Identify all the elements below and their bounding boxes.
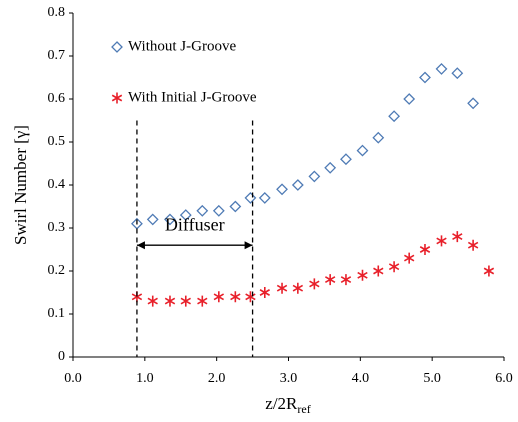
asterisk-point [245, 291, 256, 303]
diamond-point [244, 191, 257, 204]
diamond-point [146, 213, 159, 226]
x-tick-label: 5.0 [423, 371, 441, 386]
legend-marker [111, 92, 123, 104]
asterisk-point [373, 265, 384, 277]
x-tick-label: 3.0 [280, 371, 298, 386]
asterisk-point [403, 252, 415, 264]
y-tick-label: 0.4 [48, 177, 66, 192]
x-tick-label: 6.0 [495, 371, 513, 386]
diamond-point [229, 200, 242, 213]
y-tick-label: 0 [58, 349, 65, 364]
asterisk-point [147, 295, 158, 307]
asterisk-point [230, 291, 241, 303]
asterisk-point [357, 269, 368, 281]
diamond-point [179, 209, 192, 222]
asterisk-point [324, 274, 336, 286]
asterisk-point [164, 295, 176, 307]
asterisk-point [292, 282, 304, 294]
diamond-point [451, 67, 464, 80]
x-tick-label: 1.0 [136, 371, 154, 386]
diamond-point [388, 110, 401, 123]
diamond-point [196, 204, 209, 217]
diamond-point [435, 62, 448, 75]
legend-marker [111, 41, 123, 53]
x-tick-label: 2.0 [208, 371, 226, 386]
x-axis-label-sub: ref [297, 402, 310, 416]
diamond-point [372, 131, 385, 144]
annotation-label: Diffuser [165, 214, 225, 234]
asterisk-point [388, 261, 400, 273]
legend-label: With Initial J-Groove [128, 89, 257, 105]
asterisk-point [483, 265, 495, 277]
y-tick-label: 0.5 [48, 134, 66, 149]
diamond-point [356, 144, 369, 157]
legend-label: Without J-Groove [128, 38, 236, 54]
diamond-point [258, 191, 271, 204]
diamond-point [308, 170, 321, 183]
diamond-point [276, 183, 288, 196]
x-axis-label-main: z/2R [265, 394, 298, 413]
asterisk-point [340, 274, 352, 286]
arrow-head [136, 241, 145, 250]
y-tick-label: 0.8 [48, 5, 66, 20]
diamond-point [467, 97, 480, 110]
y-tick-label: 0.6 [48, 91, 66, 106]
diamond-point [164, 213, 176, 226]
y-axis-label: Swirl Number [γ] [11, 125, 30, 245]
diamond-point [340, 153, 352, 166]
diamond-point [419, 71, 431, 84]
asterisk-point [213, 291, 225, 303]
diamond-point [324, 161, 337, 174]
asterisk-point [467, 239, 479, 251]
y-tick-label: 0.7 [48, 48, 66, 63]
y-tick-label: 0.1 [48, 306, 66, 321]
asterisk-point [419, 244, 431, 255]
x-axis-label: z/2Rref [265, 394, 310, 416]
asterisk-point [180, 295, 191, 307]
diamond-point [403, 93, 416, 105]
diamond-point [291, 179, 304, 191]
diamond-point [212, 204, 225, 217]
y-tick-label: 0.2 [48, 263, 66, 278]
asterisk-point [452, 231, 463, 243]
y-tick-label: 0.3 [48, 220, 66, 235]
asterisk-point [197, 295, 208, 307]
x-tick-label: 4.0 [352, 371, 370, 386]
asterisk-point [259, 287, 270, 298]
arrow-head [244, 241, 253, 250]
x-tick-label: 0.0 [64, 371, 82, 386]
asterisk-point [309, 278, 320, 290]
asterisk-point [276, 282, 288, 294]
asterisk-point [436, 235, 447, 247]
